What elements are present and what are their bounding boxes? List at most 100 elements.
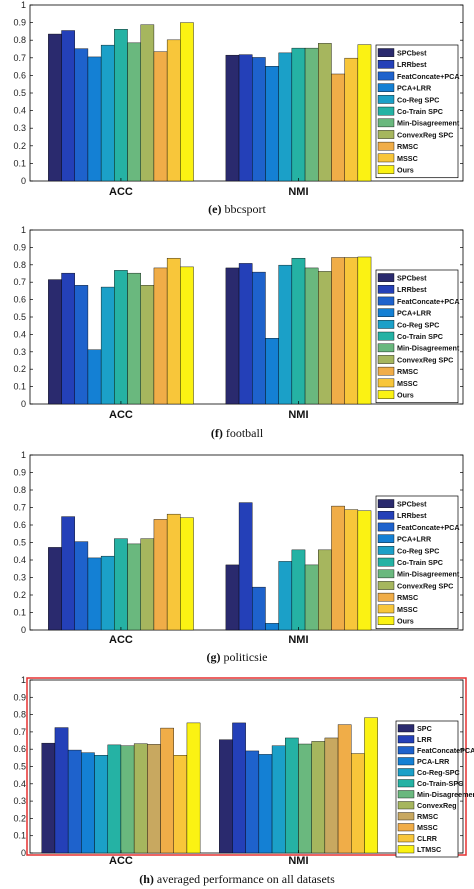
bar-nmi-5 bbox=[291, 47, 306, 182]
bar-acc-3 bbox=[81, 752, 95, 854]
bar-acc-7 bbox=[133, 743, 148, 854]
y-tick-label: 0.5 bbox=[13, 538, 26, 548]
legend-label: LRRbest bbox=[397, 60, 427, 69]
legend-swatch bbox=[377, 273, 395, 282]
bar-nmi-8 bbox=[331, 73, 345, 182]
bar-nmi-3 bbox=[265, 623, 279, 631]
legend-swatch bbox=[377, 153, 395, 163]
legend-label: Ours bbox=[397, 166, 414, 175]
bar-nmi-5 bbox=[291, 257, 306, 405]
bar-nmi-3 bbox=[265, 338, 279, 405]
legend-swatch bbox=[377, 95, 395, 104]
y-tick-label: 0.9 bbox=[13, 242, 26, 252]
bar-acc-10 bbox=[180, 22, 194, 182]
caption-text: politicsie bbox=[224, 650, 268, 664]
legend-label: Min-Disagreement bbox=[417, 790, 474, 799]
bar-acc-11 bbox=[186, 722, 201, 854]
bar-acc-1 bbox=[61, 30, 75, 182]
y-tick-label: 0.1 bbox=[13, 382, 26, 392]
y-tick-label: 0.8 bbox=[13, 35, 26, 45]
bar-nmi-11 bbox=[364, 717, 378, 854]
legend-swatch bbox=[397, 823, 415, 832]
chart-panel-1: 0 0.1 0.2 0.3 0.4 0.5 0.6 0.7 0.8 0.9 1 ACC NMI SPCbe… bbox=[13, 0, 464, 216]
legend-label: RMSC bbox=[397, 142, 418, 151]
bar-nmi-3 bbox=[258, 754, 273, 854]
bar-acc-8 bbox=[153, 519, 168, 631]
caption-letter: (h) bbox=[139, 872, 157, 886]
bar-nmi-1 bbox=[238, 263, 253, 405]
legend-swatch bbox=[377, 320, 395, 329]
legend-swatch bbox=[397, 790, 415, 799]
legend-label: Ours bbox=[397, 391, 414, 400]
category-label: NMI bbox=[288, 409, 308, 421]
category-label: ACC bbox=[109, 409, 133, 421]
bar-acc-6 bbox=[127, 42, 141, 182]
bar-acc-7 bbox=[140, 538, 155, 631]
legend-label: Co-Reg SPC bbox=[397, 546, 439, 555]
caption-letter: (e) bbox=[208, 202, 224, 216]
legend-label: Min-Disagreement bbox=[397, 344, 460, 353]
highlight-border bbox=[26, 677, 467, 856]
bar-acc-6 bbox=[127, 272, 141, 405]
legend-label: PCA+LRR bbox=[397, 535, 432, 544]
bar-nmi-8 bbox=[324, 737, 339, 854]
y-tick-label: 0.6 bbox=[13, 70, 26, 80]
y-tick-label: 0.2 bbox=[13, 813, 26, 823]
legend-swatch bbox=[377, 366, 395, 376]
legend-label: MSSC bbox=[417, 823, 438, 832]
bar-acc-1 bbox=[61, 272, 75, 405]
bar-nmi-0 bbox=[219, 739, 233, 854]
bar-acc-5 bbox=[114, 29, 128, 182]
y-tick-label: 0.2 bbox=[13, 141, 26, 151]
legend-swatch bbox=[377, 378, 395, 388]
bar-nmi-2 bbox=[252, 271, 266, 405]
bar-nmi-2 bbox=[245, 750, 260, 854]
bar-nmi-9 bbox=[344, 509, 359, 631]
bar-nmi-10 bbox=[351, 753, 365, 854]
bar-acc-9 bbox=[166, 39, 181, 182]
caption-text: averaged performance on all datasets bbox=[157, 872, 335, 886]
bar-nmi-1 bbox=[238, 54, 253, 182]
bar-acc-4 bbox=[100, 286, 115, 405]
y-tick-label: 0.3 bbox=[13, 347, 26, 357]
legend-label: Ours bbox=[397, 617, 414, 626]
y-tick-label: 0.5 bbox=[13, 88, 26, 98]
legend-swatch bbox=[377, 141, 395, 151]
bar-acc-3 bbox=[87, 557, 102, 631]
bar-acc-1 bbox=[54, 727, 69, 854]
bar-nmi-4 bbox=[278, 264, 293, 405]
legend-swatch bbox=[377, 499, 395, 508]
legend-box bbox=[395, 720, 459, 858]
bar-acc-4 bbox=[100, 44, 115, 182]
category-label: ACC bbox=[109, 634, 133, 646]
bar-nmi-6 bbox=[304, 47, 319, 182]
legend-label: PCA+LRR bbox=[397, 309, 432, 318]
bar-nmi-10 bbox=[357, 510, 372, 631]
legend: SPC LRR FeatConcatePCA PCA-LRR Co-Reg-SPC Co-… bbox=[395, 720, 474, 858]
bar-acc-6 bbox=[127, 543, 141, 631]
bar-acc-10 bbox=[173, 755, 188, 854]
legend-label: Co-Train-SPC bbox=[417, 779, 463, 788]
y-tick-label: 0.8 bbox=[13, 485, 26, 495]
bar-acc-3 bbox=[87, 349, 102, 405]
legend-swatch bbox=[377, 71, 395, 81]
legend-label: FeatConcate+PCA bbox=[397, 72, 460, 81]
y-tick-label: 0.7 bbox=[13, 277, 26, 287]
category-label: ACC bbox=[109, 186, 133, 198]
legend-label: FeatConcatePCA bbox=[417, 746, 474, 755]
legend-label: ConvexReg SPC bbox=[397, 355, 453, 364]
y-tick-label: 0 bbox=[21, 176, 26, 186]
bar-nmi-10 bbox=[357, 256, 372, 405]
legend-label: MSSC bbox=[397, 379, 418, 388]
bar-nmi-1 bbox=[232, 722, 246, 854]
bar-acc-0 bbox=[41, 742, 56, 854]
bar-nmi-6 bbox=[304, 267, 319, 405]
bar-acc-2 bbox=[74, 541, 89, 631]
legend-swatch bbox=[377, 296, 395, 306]
legend-swatch bbox=[377, 343, 395, 353]
legend-label: LRRbest bbox=[397, 511, 427, 520]
legend-swatch bbox=[377, 308, 395, 318]
legend-swatch bbox=[377, 118, 395, 128]
bar-acc-8 bbox=[153, 267, 168, 405]
bar-nmi-7 bbox=[311, 741, 326, 854]
